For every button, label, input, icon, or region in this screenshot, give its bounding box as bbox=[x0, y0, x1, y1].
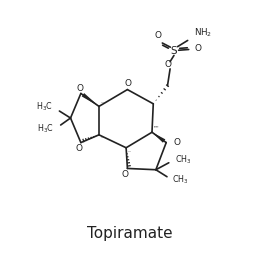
Polygon shape bbox=[82, 93, 99, 106]
Text: ··: ·· bbox=[127, 149, 131, 154]
Text: ··: ·· bbox=[100, 100, 104, 105]
Polygon shape bbox=[152, 132, 165, 143]
Text: S: S bbox=[171, 46, 177, 56]
Text: O: O bbox=[155, 31, 162, 40]
Text: O: O bbox=[122, 171, 129, 179]
Text: ··: ·· bbox=[100, 135, 104, 140]
Text: CH$_3$: CH$_3$ bbox=[175, 153, 191, 166]
Text: CH$_3$: CH$_3$ bbox=[172, 174, 189, 186]
Text: NH$_2$: NH$_2$ bbox=[194, 27, 212, 39]
Text: O: O bbox=[195, 45, 202, 53]
Text: O: O bbox=[75, 144, 82, 153]
Text: Topiramate: Topiramate bbox=[87, 226, 173, 241]
Text: O: O bbox=[165, 60, 172, 69]
Text: O: O bbox=[76, 84, 83, 93]
Text: O: O bbox=[173, 137, 180, 146]
Text: H$_3$C: H$_3$C bbox=[37, 123, 54, 136]
Text: H$_3$C: H$_3$C bbox=[36, 101, 53, 113]
Text: O: O bbox=[125, 80, 132, 88]
Text: '''': '''' bbox=[153, 126, 159, 131]
